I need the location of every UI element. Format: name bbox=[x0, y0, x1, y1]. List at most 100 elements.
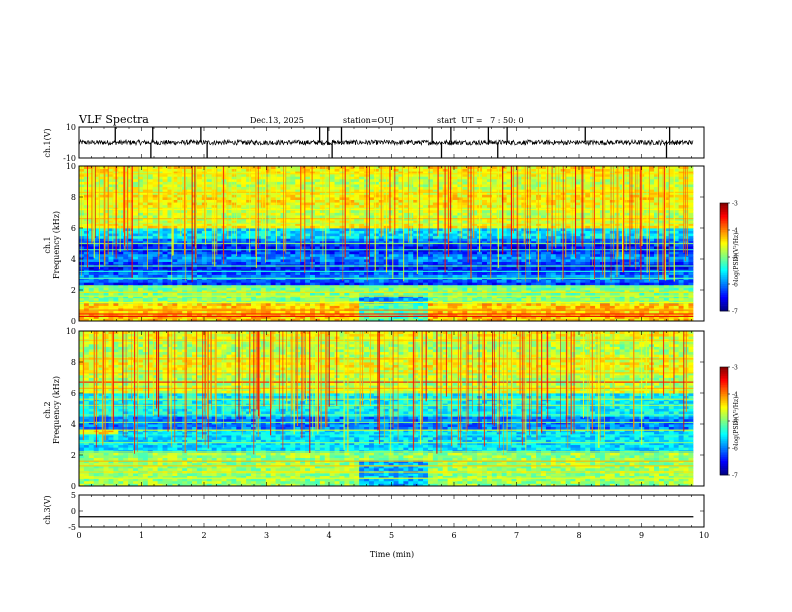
ch1-spec-cell bbox=[103, 313, 109, 317]
ch1-spec-cell bbox=[349, 186, 355, 190]
ch1-spec-cell bbox=[329, 186, 335, 190]
ch1-spec-cell bbox=[462, 186, 468, 190]
ch1-spec-cell bbox=[192, 282, 198, 286]
ch1-spec-cell bbox=[118, 220, 124, 224]
ch1-spec-cell bbox=[157, 287, 163, 291]
ch1-spec-cell bbox=[339, 251, 345, 255]
ch1-spec-cell bbox=[354, 230, 360, 234]
ch1-spec-cell bbox=[241, 202, 247, 206]
ch1-spec-cell bbox=[98, 168, 104, 172]
ch1-spec-cell bbox=[196, 261, 203, 265]
ch1-spec-cell bbox=[103, 238, 109, 242]
ch1-spec-cell bbox=[423, 282, 429, 286]
ch1-spec-cell bbox=[280, 212, 286, 216]
ch1-spec-cell bbox=[83, 178, 90, 182]
ch1-spec-cell bbox=[108, 282, 114, 286]
ch1-spec-cell bbox=[275, 318, 281, 321]
ch1-spec-cell bbox=[118, 313, 124, 317]
ch1-spec-cell bbox=[167, 168, 173, 172]
ch1-spec-cell bbox=[265, 287, 272, 291]
ch1-spec-cell bbox=[255, 297, 262, 301]
ch1-spec-cell bbox=[177, 204, 183, 208]
ch1-spec-cell bbox=[123, 290, 129, 293]
ch1-spec-cell bbox=[437, 318, 444, 321]
ch1-spec-cell bbox=[275, 266, 281, 270]
ch1-spec-cell bbox=[251, 279, 257, 283]
ch1-spec-cell bbox=[310, 197, 316, 200]
ch1-spec-cell bbox=[216, 181, 222, 185]
ch1-spec-cell bbox=[472, 243, 478, 247]
ch1-spec-cell bbox=[388, 171, 394, 175]
ch1-spec-cell bbox=[319, 191, 326, 195]
ch1-spec-cell bbox=[442, 287, 449, 291]
ch1-spec-cell bbox=[413, 212, 419, 216]
ch1-spec-cell bbox=[364, 197, 370, 200]
ch1-spec-cell bbox=[221, 282, 227, 286]
ch1-spec-cell bbox=[251, 209, 257, 213]
ch1-spec-cell bbox=[201, 253, 208, 257]
ch1-spec-cell bbox=[221, 256, 227, 260]
ch1-spec-cell bbox=[452, 228, 458, 231]
ch1-spec-cell bbox=[123, 184, 129, 188]
ch1-spec-cell bbox=[368, 171, 375, 175]
ch1-spec-cell bbox=[452, 235, 458, 239]
ch1-spec-cell bbox=[108, 297, 114, 301]
ch1-spec-cell bbox=[152, 215, 159, 219]
ch1-spec-cell bbox=[418, 302, 424, 306]
ch1-spec-cell bbox=[216, 259, 222, 262]
ch1-spec-cell bbox=[329, 176, 335, 180]
ch1-spec-cell bbox=[270, 204, 277, 208]
ch1-spec-cell bbox=[236, 191, 242, 195]
ch1-spec-cell bbox=[364, 204, 370, 208]
ch1-spec-cell bbox=[427, 266, 434, 270]
ch1-spec-cell bbox=[437, 225, 444, 229]
ch1-spec-cell bbox=[265, 222, 272, 226]
ch1-spec-cell bbox=[231, 292, 237, 296]
ch1-spec-cell bbox=[442, 318, 449, 321]
ch1-spec-cell bbox=[447, 230, 453, 234]
ch1-spec-cell bbox=[162, 318, 168, 321]
ch1-spec-cell bbox=[187, 166, 193, 169]
ch1-spec-cell bbox=[344, 274, 350, 278]
ch1-spec-cell bbox=[251, 292, 257, 296]
ch1-spec-cell bbox=[378, 261, 385, 265]
ch1-spec-cell bbox=[423, 318, 429, 321]
ch1-spec-cell bbox=[162, 256, 168, 260]
ch1-spec-cell bbox=[103, 230, 109, 234]
ch1-spec-cell bbox=[398, 166, 404, 169]
ch1-spec-cell bbox=[398, 243, 404, 247]
ch1-spec-cell bbox=[339, 184, 345, 188]
ch1-spec-cell bbox=[373, 310, 380, 314]
ch1-spec-cell bbox=[93, 204, 100, 208]
ch1-spec-cell bbox=[354, 168, 360, 172]
ch1-spec-cell bbox=[310, 238, 316, 242]
ch1-spec-cell bbox=[418, 209, 424, 213]
ch1-spec-cell bbox=[142, 274, 149, 278]
ch1-spec-cell bbox=[113, 305, 119, 309]
ch1-spec-cell bbox=[167, 287, 173, 291]
ch1-spec-cell bbox=[162, 310, 168, 314]
ch1-spec-cell bbox=[201, 243, 208, 247]
ch1-spec-cell bbox=[467, 259, 473, 262]
ch1-spec-cell bbox=[368, 274, 375, 278]
ch1-spec-cell bbox=[349, 194, 355, 198]
ch1-spec-cell bbox=[147, 240, 154, 244]
ch1-spec-cell bbox=[349, 251, 355, 255]
ch1-spec-cell bbox=[162, 181, 168, 185]
ch1-spec-cell bbox=[187, 199, 193, 203]
ch1-spec-cell bbox=[270, 225, 277, 229]
ch1-spec-cell bbox=[334, 225, 340, 229]
ch1-spec-cell bbox=[467, 271, 473, 275]
ch1-spec-cell bbox=[310, 176, 316, 180]
ch1-spec-cell bbox=[295, 261, 301, 265]
ch1-spec-cell bbox=[280, 266, 286, 270]
ch1-spec-cell bbox=[329, 318, 335, 321]
ch1-spec-cell bbox=[187, 279, 193, 283]
ch1-spec-cell bbox=[83, 315, 90, 319]
ch1-spec-cell bbox=[432, 176, 439, 180]
ch1-spec-cell bbox=[88, 315, 95, 319]
ch1-spec-cell bbox=[305, 178, 311, 182]
ch1-spec-cell bbox=[462, 318, 468, 321]
ch1-spec-cell bbox=[118, 253, 124, 257]
ch1-spec-cell bbox=[108, 310, 114, 314]
